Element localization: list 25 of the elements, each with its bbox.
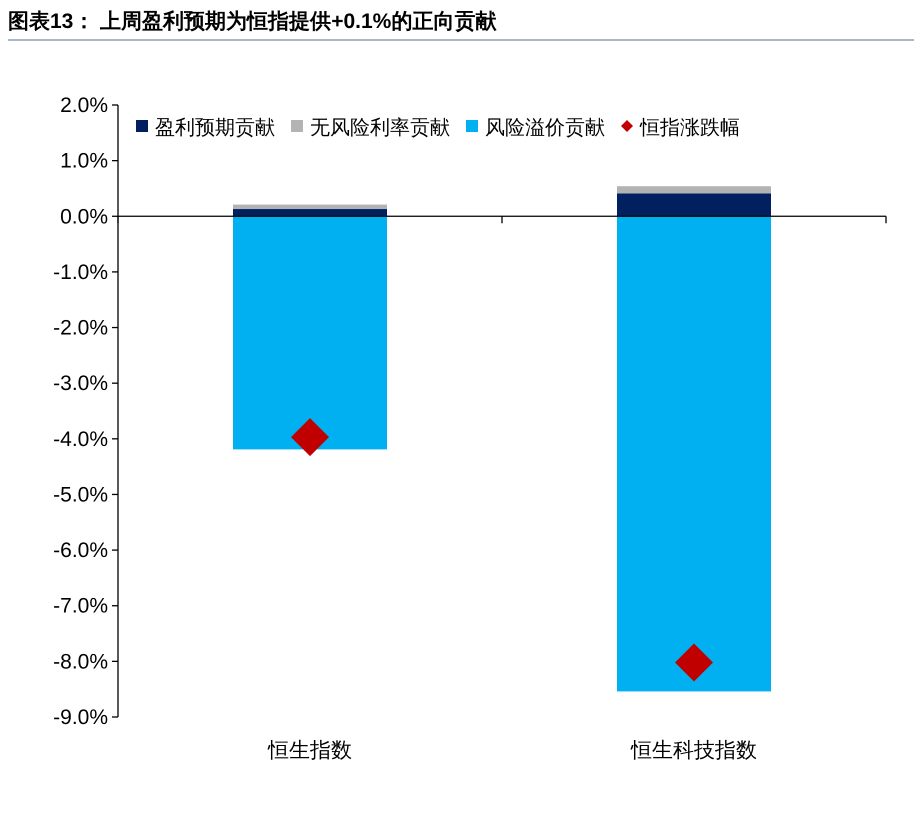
y-tick-label: -3.0%	[53, 372, 108, 396]
y-tick-label: -9.0%	[53, 706, 108, 729]
y-tick-label: 1.0%	[60, 150, 108, 173]
y-tick-label: -6.0%	[53, 539, 108, 562]
x-tick-label: 恒生指数	[267, 739, 352, 762]
bar	[233, 209, 387, 216]
legend-label: 恒指涨跌幅	[639, 117, 740, 139]
y-tick-label: -4.0%	[53, 428, 108, 451]
y-tick-label: -7.0%	[53, 594, 108, 618]
y-tick-label: -1.0%	[53, 260, 108, 284]
legend-label: 盈利预期贡献	[155, 117, 275, 139]
bar	[617, 216, 771, 692]
chart-title: 图表13： 上周盈利预期为恒指提供+0.1%的正向贡献	[8, 10, 498, 33]
legend-label: 风险溢价贡献	[485, 117, 605, 139]
y-tick-label: -2.0%	[53, 316, 108, 340]
bar	[233, 204, 387, 210]
bar	[617, 193, 771, 216]
y-tick-label: 0.0%	[60, 205, 108, 228]
legend-label: 无风险利率贡献	[310, 117, 450, 139]
bar	[617, 186, 771, 194]
x-tick-label: 恒生科技指数	[630, 739, 757, 762]
y-tick-label: 2.0%	[60, 94, 108, 117]
bar	[233, 216, 387, 450]
y-tick-label: -5.0%	[53, 483, 108, 506]
y-tick-label: -8.0%	[53, 650, 108, 674]
